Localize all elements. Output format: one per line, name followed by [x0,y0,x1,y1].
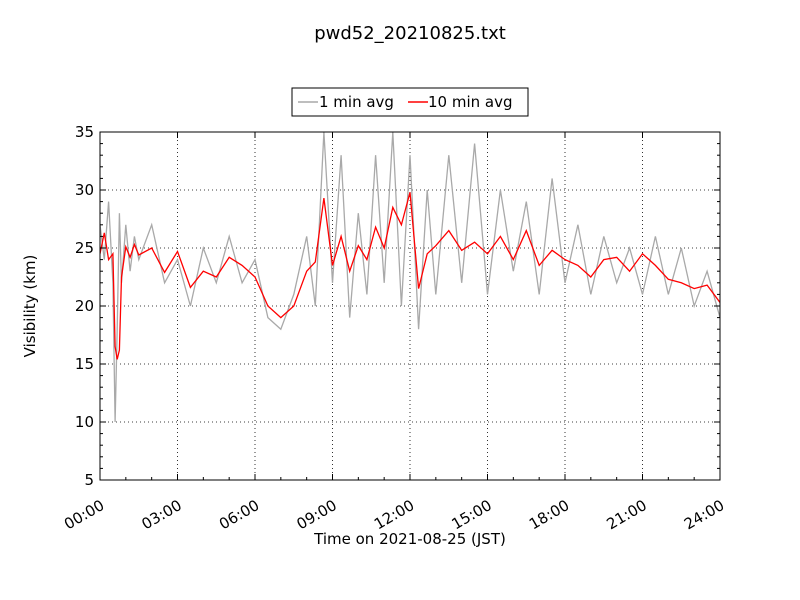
y-tick-label: 20 [75,297,94,315]
x-tick-label: 00:00 [61,496,107,533]
y-axis-label: Visibility (km) [21,255,39,358]
chart-title: pwd52_20210825.txt [314,23,506,44]
x-tick-label: 21:00 [603,496,649,533]
grid-lines [100,132,720,480]
series-line-1 [100,192,720,360]
plot-frame [99,131,721,481]
x-tick-label: 12:00 [371,496,417,533]
legend: 1 min avg 10 min avg [291,87,529,117]
x-tick-label: 18:00 [526,496,572,533]
x-tick-label: 06:00 [216,496,262,533]
y-tick-label: 30 [75,181,94,199]
legend-label-10min: 10 min avg [428,93,513,111]
x-tick-label: 03:00 [138,496,184,533]
x-tick-label: 24:00 [681,496,727,533]
legend-label-1min: 1 min avg [319,93,394,111]
y-tick-label: 15 [75,355,94,373]
y-tick-label: 5 [84,471,94,489]
series-group [100,132,720,423]
legend-box [291,87,529,117]
x-tick-label: 15:00 [448,496,494,533]
x-axis-label: Time on 2021-08-25 (JST) [313,530,506,548]
y-tick-label: 10 [75,413,94,431]
y-tick-label: 35 [75,123,94,141]
y-tick-label: 25 [75,239,94,257]
x-tick-label: 09:00 [293,496,339,533]
